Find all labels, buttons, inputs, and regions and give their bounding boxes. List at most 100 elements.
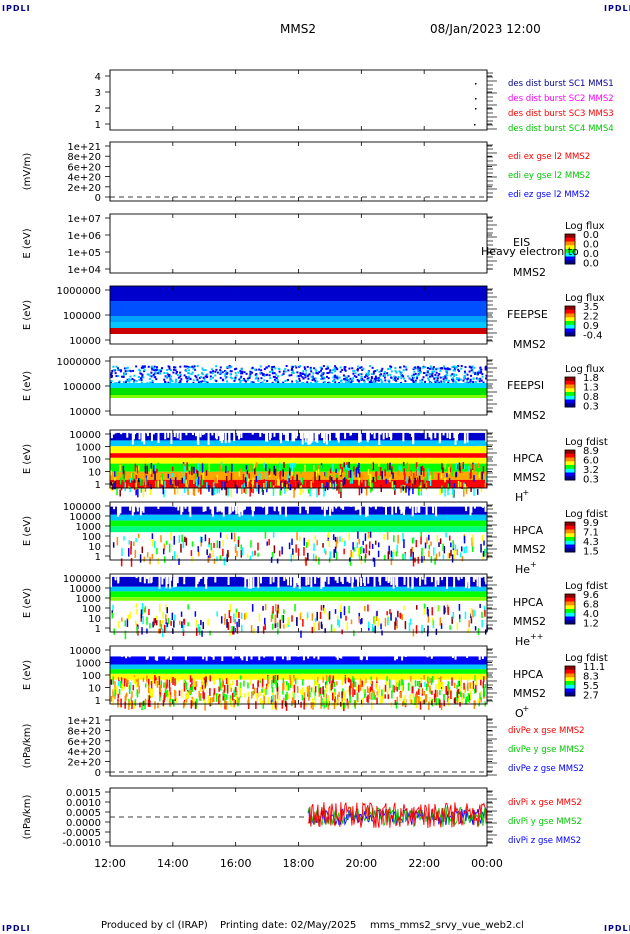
legend-item-1-3: des dist burst SC4 MMS4 — [508, 124, 614, 134]
ylabel-9: E (eV) — [22, 660, 33, 690]
colorbar-tick-4-2: 0.9 — [583, 321, 599, 332]
ytick-label-1-3: 1 — [95, 120, 101, 131]
species-charge-6: + — [523, 488, 530, 497]
line-content-11 — [110, 801, 488, 829]
ylabel-10: (nPa/km) — [22, 724, 33, 769]
xtick-label-4: 20:00 — [345, 857, 377, 870]
ytick-label-3-2: 1e+05 — [67, 248, 101, 259]
ylabel-8: E (eV) — [22, 588, 33, 618]
spacecraft-label-3: MMS2 — [513, 266, 546, 279]
ytick-label-1-1: 3 — [95, 88, 101, 99]
colorbar-tick-5-2: 0.8 — [583, 392, 599, 403]
spacecraft-title: MMS2 — [280, 22, 316, 36]
ytick-label-7-1: 10000 — [69, 512, 101, 523]
xtick-label-1: 14:00 — [157, 857, 189, 870]
colorbar-tick-3-0: 0.0 — [583, 230, 599, 241]
colorbar-tick-6-3: 0.3 — [583, 475, 599, 486]
colorbar-title-7: Log fdist — [565, 509, 608, 520]
ytick-label-10-3: 4e+20 — [67, 747, 101, 758]
ytick-label-6-0: 10000 — [69, 430, 101, 441]
species-label-8: He — [515, 635, 530, 648]
ylabel-2: (mV/m) — [22, 153, 33, 191]
instrument-label-4: FEEPSE — [507, 308, 548, 321]
xtick-label-5: 22:00 — [408, 857, 440, 870]
panel-2: edi ex gse l2 MMS2 edi ey gse l2 MMS2 edi … — [22, 141, 590, 204]
colorbar-title-3: Log flux — [565, 221, 605, 232]
panel-frame-2 — [109, 141, 488, 202]
species-charge-7: + — [530, 560, 537, 569]
colorbar-9 — [564, 665, 576, 697]
xtick-label-6: 00:00 — [471, 857, 503, 870]
legend-item-2-1: edi ey gse l2 MMS2 — [508, 171, 590, 181]
panel-frame-3 — [109, 213, 488, 274]
instrument-label-3: EIS — [513, 236, 530, 249]
colorbar-tick-7-3: 1.5 — [583, 547, 599, 558]
corner-label-left: IPDLI — [2, 4, 31, 13]
ytick-label-1-2: 2 — [95, 104, 101, 115]
spacecraft-label-6: MMS2 — [513, 471, 546, 484]
corner-label-bottom-right: IPDLI — [604, 924, 630, 933]
date-time-title: 08/Jan/2023 12:00 — [430, 22, 541, 36]
ytick-label-4-0: 1000000 — [56, 286, 101, 297]
xtick-label-2: 16:00 — [220, 857, 252, 870]
ytick-label-2-2: 6e+20 — [67, 162, 101, 173]
ytick-label-7-0: 100000 — [63, 502, 101, 513]
ytick-label-8-4: 10 — [88, 614, 101, 625]
colorbar-tick-9-1: 8.3 — [583, 672, 599, 683]
colorbar-tick-6-0: 8.9 — [583, 446, 599, 457]
ytick-label-10-2: 6e+20 — [67, 737, 101, 748]
ylabel-4: E (eV) — [22, 300, 33, 330]
panel-frame-1 — [109, 69, 488, 131]
ytick-label-2-0: 1e+21 — [67, 142, 101, 153]
xtick-label-3: 18:00 — [283, 857, 315, 870]
ytick-label-6-1: 1000 — [76, 443, 101, 454]
spacecraft-label-7: MMS2 — [513, 543, 546, 556]
panel-10: divPe x gse MMS2 divPe y gse MMS2 divPe z … — [22, 715, 585, 779]
colorbar-5 — [564, 376, 576, 408]
spacecraft-label-8: MMS2 — [513, 615, 546, 628]
colorbar-tick-8-2: 4.0 — [583, 609, 599, 620]
legend-item-2-2: edi ez gse l2 MMS2 — [508, 190, 590, 200]
colorbar-tick-7-1: 7.1 — [583, 528, 599, 539]
ytick-label-3-0: 1e+07 — [67, 214, 101, 225]
ytick-label-7-2: 1000 — [76, 522, 101, 533]
instrument-label-9: HPCA — [513, 668, 544, 681]
ytick-label-7-4: 10 — [88, 542, 101, 553]
colorbar-title-9: Log fdist — [565, 653, 608, 664]
ytick-label-9-2: 100 — [82, 671, 101, 682]
legend-item-11-0: divPi x gse MMS2 — [508, 798, 582, 808]
ylabel-6: E (eV) — [22, 444, 33, 474]
colorbar-7 — [564, 521, 576, 553]
ytick-label-6-3: 10 — [88, 468, 101, 479]
spacecraft-label-5: MMS2 — [513, 409, 546, 422]
ytick-label-8-3: 100 — [82, 604, 101, 615]
ytick-label-10-1: 8e+20 — [67, 726, 101, 737]
ytick-label-8-5: 1 — [95, 624, 101, 635]
ytick-label-7-3: 100 — [82, 532, 101, 543]
ytick-label-5-2: 10000 — [69, 407, 101, 418]
instrument-label-7: HPCA — [513, 524, 544, 537]
ytick-label-8-0: 100000 — [63, 574, 101, 585]
colorbar-tick-8-3: 1.2 — [583, 619, 599, 630]
colorbar-title-5: Log flux — [565, 364, 605, 375]
ytick-label-11-2: 0.0005 — [66, 808, 101, 819]
footer-script-name: mms_mms2_srvy_vue_web2.cl — [370, 920, 524, 931]
ylabel-5: E (eV) — [22, 371, 33, 401]
colorbar-tick-8-0: 9.6 — [583, 590, 599, 601]
colorbar-tick-9-2: 5.5 — [583, 681, 599, 692]
ytick-label-5-0: 1000000 — [56, 357, 101, 368]
ytick-label-11-3: 0.0000 — [66, 818, 101, 829]
colorbar-3 — [564, 233, 576, 265]
instrument-label-6: HPCA — [513, 452, 544, 465]
spectrogram-9 — [110, 646, 489, 712]
ytick-label-6-4: 1 — [95, 480, 101, 491]
species-charge-9: + — [523, 704, 530, 713]
colorbar-tick-3-2: 0.0 — [583, 249, 599, 260]
xtick-label-0: 12:00 — [94, 857, 126, 870]
colorbar-tick-3-3: 0.0 — [583, 259, 599, 270]
